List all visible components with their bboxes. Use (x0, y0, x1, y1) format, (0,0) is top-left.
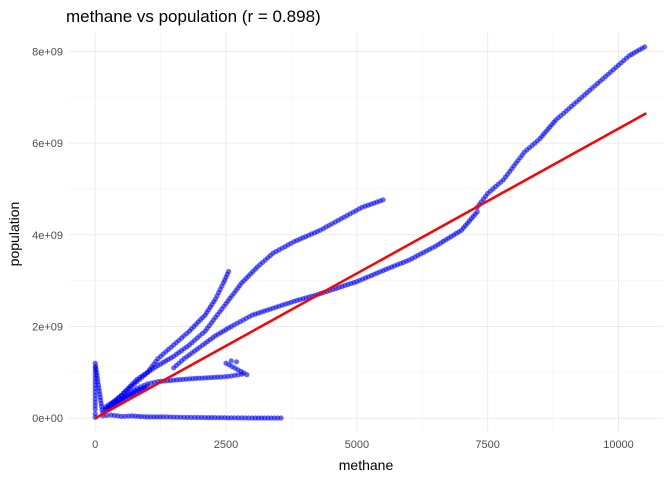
x-tick-label: 5000 (345, 439, 369, 451)
data-point (223, 360, 229, 366)
data-point (233, 359, 240, 365)
data-point (226, 268, 232, 275)
data-point (278, 415, 284, 421)
x-axis-ticks: 0 2500 5000 7500 10000 (92, 439, 634, 451)
trend-line (94, 112, 647, 420)
data-point (474, 209, 480, 215)
data-point (104, 412, 110, 419)
y-axis-ticks: 0e+00 2e+09 4e+09 6e+09 8e+09 (32, 46, 63, 425)
data-point (642, 44, 648, 50)
chart-title: methane vs population (r = 0.898) (66, 7, 321, 26)
x-tick-label: 0 (92, 439, 98, 451)
trend-line-group (94, 112, 647, 420)
data-point (228, 358, 234, 364)
y-tick-label: 2e+09 (32, 322, 63, 334)
data-point (92, 411, 98, 417)
x-axis-label: methane (339, 457, 394, 473)
x-tick-label: 7500 (475, 439, 499, 451)
data-points (92, 44, 648, 421)
y-tick-label: 0e+00 (32, 413, 63, 425)
data-point (380, 197, 386, 203)
x-tick-label: 2500 (214, 439, 238, 451)
y-tick-label: 6e+09 (32, 138, 63, 150)
x-tick-label: 10000 (603, 439, 634, 451)
y-tick-label: 4e+09 (32, 230, 63, 242)
y-tick-label: 8e+09 (32, 46, 63, 58)
grid (69, 33, 663, 432)
y-axis-label: population (6, 202, 22, 267)
